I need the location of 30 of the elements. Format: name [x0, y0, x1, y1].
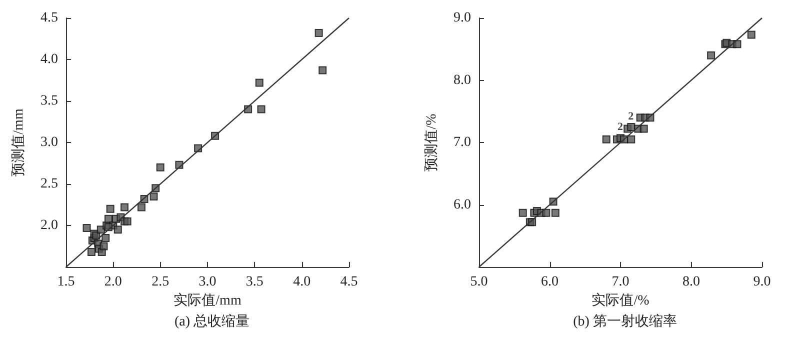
y-axis-title: 预测值/%: [424, 113, 440, 172]
y-tick-label: 9.0: [454, 10, 471, 26]
x-tick-label: 4.0: [293, 274, 311, 290]
x-tick-label: 7.0: [612, 274, 630, 290]
text: (a) 总收缩量: [174, 314, 250, 330]
annotation: 2: [628, 110, 634, 122]
x-tick-label: 5.0: [470, 274, 488, 290]
x-tick-label: 8.0: [682, 274, 700, 290]
x-tick-label: 2.5: [152, 274, 170, 290]
x-axis-title: 实际值/%: [592, 292, 650, 308]
y-tick-label: 4.0: [40, 52, 58, 67]
y-tick-label: 6.0: [454, 197, 471, 212]
y-tick-label: 2.5: [40, 176, 58, 192]
x-tick-label: 1.5: [57, 274, 75, 290]
y-tick-label: 7.0: [454, 135, 471, 150]
y-tick-label: 3.5: [40, 94, 58, 108]
x-tick-label: 3.5: [246, 274, 264, 290]
x-axis-title: 实际值/mm: [174, 292, 242, 308]
y-tick-label: 2.0: [40, 218, 58, 233]
x-tick-label: 4.5: [340, 274, 358, 290]
y-tick-label: 3.0: [40, 135, 58, 150]
x-tick-label: 3.0: [198, 274, 216, 290]
annotation: 2: [618, 120, 624, 133]
y-tick-label: 8.0: [454, 72, 471, 88]
x-tick-label: 6.0: [541, 274, 558, 290]
x-tick-label: 9.0: [753, 274, 771, 290]
text: (b) 第一射收缩率: [573, 314, 677, 330]
y-tick-label: 4.5: [40, 10, 58, 26]
x-tick-label: 2.0: [104, 274, 122, 290]
y-axis-title: 预测值/mm: [10, 108, 26, 176]
